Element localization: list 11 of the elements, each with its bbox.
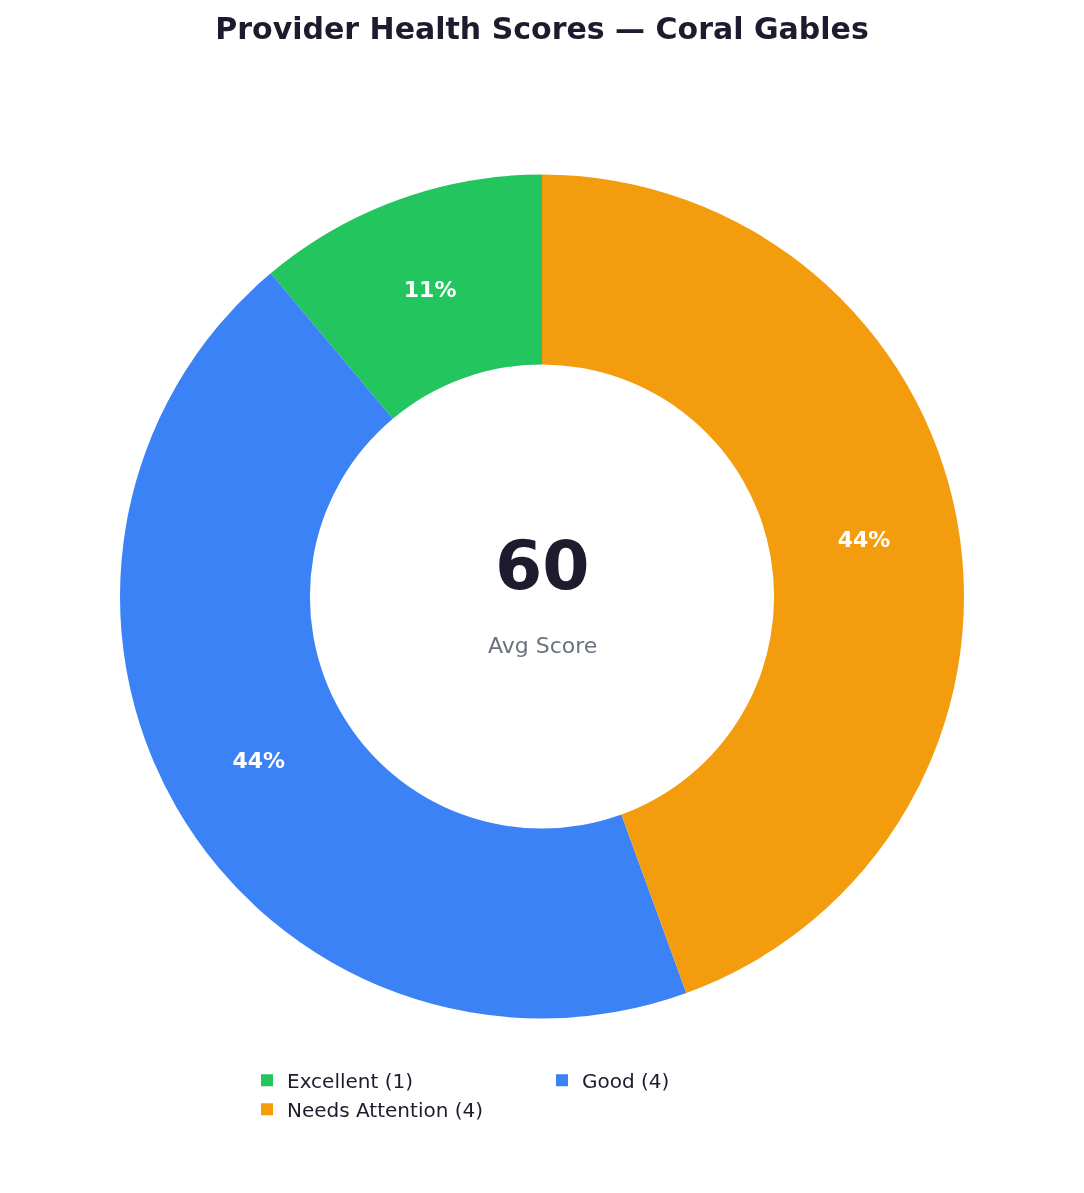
text: 60: [495, 526, 590, 605]
text: Avg Score: [488, 633, 598, 658]
donut-slice: [120, 273, 687, 1019]
data-label: 11%: [403, 276, 457, 302]
legend-label: Excellent (1): [287, 1069, 414, 1094]
data-label: 44%: [837, 527, 891, 553]
data-label: 44%: [232, 747, 286, 773]
legend-label: Needs Attention (4): [287, 1098, 484, 1123]
donut-slice: [270, 174, 542, 419]
chart-title: Provider Health Scores — Coral Gables: [215, 10, 869, 46]
legend-label: Good (4): [582, 1069, 670, 1094]
